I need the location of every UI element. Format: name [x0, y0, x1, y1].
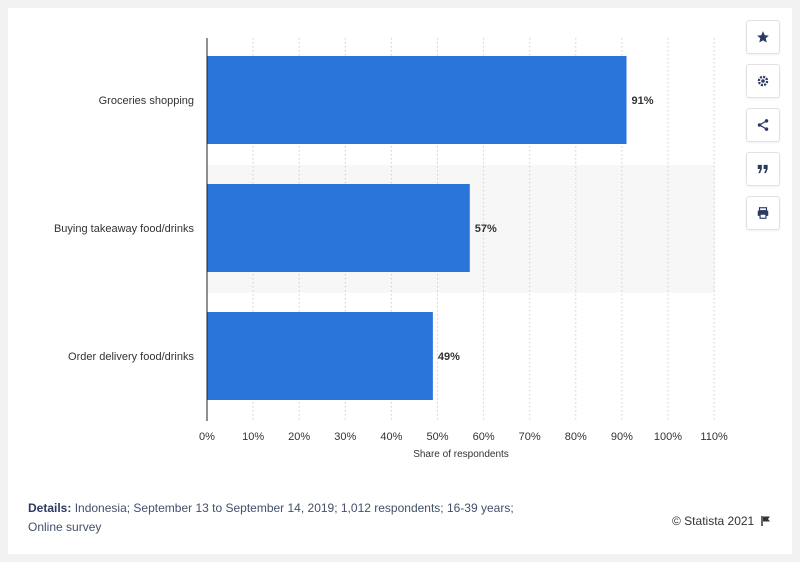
x-tick-label: 0%	[199, 431, 215, 443]
bar[interactable]	[207, 184, 470, 272]
bars-group	[207, 56, 627, 400]
star-icon	[757, 31, 769, 43]
cite-button[interactable]	[746, 152, 780, 186]
toolbar	[746, 20, 780, 240]
bar[interactable]	[207, 56, 627, 144]
category-label: Order delivery food/drinks	[68, 351, 194, 363]
data-label: 91%	[632, 95, 654, 107]
statista-credit[interactable]: © Statista 2021	[672, 514, 772, 528]
quote-icon	[757, 164, 768, 174]
x-tick-label: 40%	[380, 431, 402, 443]
favorite-button[interactable]	[746, 20, 780, 54]
settings-button[interactable]	[746, 64, 780, 98]
details-label: Details:	[28, 501, 72, 515]
x-tick-label: 30%	[334, 431, 356, 443]
x-tick-label: 100%	[654, 431, 682, 443]
details-text: Indonesia; September 13 to September 14,…	[28, 501, 514, 534]
data-label: 57%	[475, 223, 497, 235]
x-tick-label: 50%	[426, 431, 448, 443]
x-tick-label: 70%	[519, 431, 541, 443]
x-tick-labels: 0% 10% 20% 30% 40% 50% 60% 70% 80% 90% 100% 110%	[199, 431, 728, 443]
x-axis-title: Share of respondents	[413, 449, 509, 460]
bar[interactable]	[207, 312, 433, 400]
x-tick-label: 90%	[611, 431, 633, 443]
credit-text: © Statista 2021	[672, 514, 755, 528]
gear-icon	[757, 75, 769, 87]
print-icon	[757, 207, 769, 219]
data-labels: 91% 57% 49%	[438, 95, 654, 363]
share-button[interactable]	[746, 108, 780, 142]
flag-icon	[761, 516, 771, 526]
x-tick-label: 110%	[700, 431, 728, 443]
category-label: Groceries shopping	[99, 95, 194, 107]
share-icon	[757, 119, 769, 131]
x-tick-label: 20%	[288, 431, 310, 443]
print-button[interactable]	[746, 196, 780, 230]
data-label: 49%	[438, 351, 460, 363]
details-note: Details: Indonesia; September 13 to Sept…	[28, 499, 548, 537]
x-tick-label: 60%	[473, 431, 495, 443]
category-labels: Groceries shopping Buying takeaway food/d…	[54, 95, 195, 363]
category-label: Buying takeaway food/drinks	[54, 223, 195, 235]
x-tick-label: 10%	[242, 431, 264, 443]
x-tick-label: 80%	[565, 431, 587, 443]
